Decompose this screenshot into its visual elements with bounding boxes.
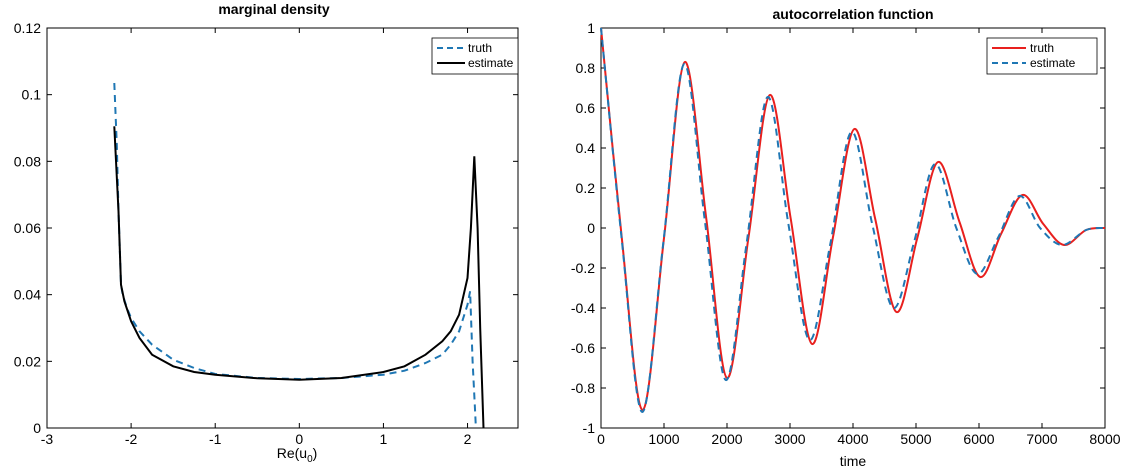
x-tick-label: -1	[209, 431, 222, 447]
y-tick-label: -0.8	[571, 380, 595, 396]
x-tick-label: 1000	[648, 431, 679, 447]
y-tick-label: 0.12	[14, 20, 41, 36]
y-tick-label: -0.4	[571, 300, 595, 316]
x-tick-label: 3000	[774, 431, 805, 447]
autocorrelation-legend-box	[986, 37, 1098, 75]
x-tick-label: 0	[597, 431, 605, 447]
x-tick-label: 8000	[1089, 431, 1120, 447]
x-tick-label: -3	[41, 431, 54, 447]
marginal-density-panel: marginal density -3 -2 -1 0 1 2 0 0.02 0.04 0.06 0…	[14, 1, 519, 465]
x-tick-label: 1	[380, 431, 388, 447]
y-tick-label: 0.6	[576, 100, 596, 116]
y-tick-label: 0.1	[22, 87, 42, 103]
x-tick-label: 6000	[963, 431, 994, 447]
marginal-density-ticks: -3 -2 -1 0 1 2 0 0.02 0.04 0.06 0.08 0.1 0.12	[14, 20, 518, 447]
legend-label-truth: truth	[1030, 41, 1054, 55]
y-tick-label: -0.6	[571, 340, 595, 356]
y-tick-label: 0	[33, 420, 41, 436]
legend-label-estimate: estimate	[468, 56, 514, 70]
x-tick-label: 4000	[837, 431, 868, 447]
marginal-density-legend: truth estimate	[431, 37, 519, 75]
y-tick-label: 0.4	[576, 140, 596, 156]
autocorrelation-ticks: 0 1000 2000 3000 4000 5000 6000 7000 8000 -1 -0.8 -…	[571, 20, 1121, 447]
y-tick-label: 1	[587, 20, 595, 36]
autocorrelation-legend: truth estimate	[986, 37, 1098, 75]
y-tick-label: 0.06	[14, 220, 41, 236]
y-tick-label: 0	[587, 220, 595, 236]
x-axis-label-close: )	[313, 445, 318, 461]
y-tick-label: -0.2	[571, 260, 595, 276]
x-tick-label: 5000	[900, 431, 931, 447]
marginal-density-title: marginal density	[218, 1, 329, 17]
legend-label-estimate: estimate	[1030, 56, 1076, 70]
x-axis-label-subscript: 0	[307, 454, 313, 465]
autocorrelation-panel: autocorrelation function 0 1000 2000 3000 40…	[571, 6, 1121, 469]
marginal-density-x-axis-label: Re(u0)	[277, 445, 318, 465]
y-tick-label: -1	[583, 420, 596, 436]
x-axis-label-main: Re(u	[277, 445, 307, 461]
series-line-estimate	[600, 27, 1106, 414]
autocorrelation-x-axis-label: time	[840, 453, 867, 469]
y-tick-label: 0.08	[14, 153, 41, 169]
autocorrelation-title: autocorrelation function	[773, 6, 934, 22]
series-line-estimate	[113, 126, 485, 429]
y-tick-label: 0.2	[576, 180, 596, 196]
y-tick-label: 0.04	[14, 287, 41, 303]
y-tick-label: 0.8	[576, 60, 596, 76]
autocorrelation-series	[600, 27, 1106, 414]
marginal-density-series	[113, 82, 485, 429]
legend-label-truth: truth	[468, 41, 492, 55]
x-tick-label: -2	[125, 431, 138, 447]
x-tick-label: 2000	[711, 431, 742, 447]
series-line-truth	[600, 27, 1106, 412]
marginal-density-legend-box	[431, 37, 519, 75]
x-tick-label: 7000	[1026, 431, 1057, 447]
x-tick-label: 2	[464, 431, 472, 447]
y-tick-label: 0.02	[14, 353, 41, 369]
x-tick-label: 0	[295, 431, 303, 447]
